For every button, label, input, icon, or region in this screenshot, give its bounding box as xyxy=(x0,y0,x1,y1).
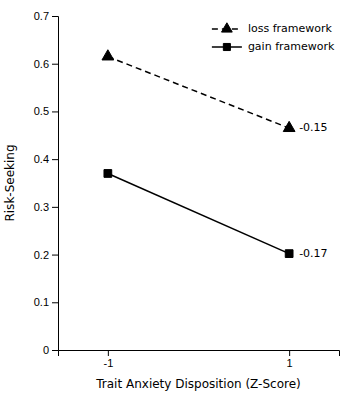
tick-mark xyxy=(52,255,58,256)
tick: 0.7 xyxy=(34,10,58,22)
axis-line xyxy=(59,351,340,357)
tick-label: 0.2 xyxy=(34,249,49,261)
axis-line xyxy=(52,17,59,351)
tick: 0.5 xyxy=(34,105,58,117)
y-axis-title: Risk-Seeking xyxy=(3,144,17,221)
line xyxy=(108,173,289,253)
annotation: -0.17 xyxy=(299,247,327,260)
tick-label: -1 xyxy=(103,357,113,369)
tick-mark xyxy=(52,16,58,17)
tick: 0.1 xyxy=(34,296,58,308)
tick: -1 xyxy=(103,350,113,369)
tick-label: 0.1 xyxy=(34,296,49,308)
marker xyxy=(104,170,112,178)
tick-label: 0.6 xyxy=(34,58,49,70)
x-axis: -1 1 xyxy=(59,350,340,369)
tick: 0.2 xyxy=(34,249,58,261)
annotation: -0.15 xyxy=(299,121,327,134)
tick: 0.3 xyxy=(34,201,58,213)
y-axis: 0 0.1 0.2 0.3 0.4 0.5 0.6 0.7 xyxy=(34,10,59,356)
tick-label: 1 xyxy=(287,357,293,369)
tick-mark xyxy=(52,159,58,160)
tick-label: 0.3 xyxy=(34,201,49,213)
tick-label: 0.5 xyxy=(34,105,49,117)
legend-item: gain framework xyxy=(212,40,335,53)
plot: -1 1 0 0.1 0.2 0.3 0.4 0.5 0.6 0.7 Trait Anxiety D… xyxy=(3,10,340,391)
marks xyxy=(102,50,295,258)
tick-mark xyxy=(52,302,58,303)
tick-mark xyxy=(289,350,290,356)
legend-label: loss framework xyxy=(248,22,333,35)
legend-label: gain framework xyxy=(248,40,335,53)
marker xyxy=(102,50,114,60)
tick-label: 0.7 xyxy=(34,10,49,22)
tick-mark xyxy=(52,350,58,351)
legend-marker xyxy=(223,43,230,50)
marker xyxy=(283,121,295,131)
marker xyxy=(285,250,293,258)
legend: loss framework gain framework xyxy=(212,22,335,53)
tick-mark xyxy=(52,64,58,65)
line xyxy=(108,57,289,129)
tick-mark xyxy=(108,350,109,356)
tick-mark xyxy=(52,111,58,112)
tick: 1 xyxy=(287,350,293,369)
tick: 0 xyxy=(43,344,58,356)
legend-marker xyxy=(222,23,233,32)
tick-label: 0 xyxy=(43,344,49,356)
tick: 0.6 xyxy=(34,58,58,70)
tick: 0.4 xyxy=(34,153,58,165)
tick-mark xyxy=(52,207,58,208)
legend-item: loss framework xyxy=(212,22,333,35)
chart: -1 1 0 0.1 0.2 0.3 0.4 0.5 0.6 0.7 Trait Anxiety D… xyxy=(0,0,355,400)
tick-label: 0.4 xyxy=(34,153,49,165)
x-axis-title: Trait Anxiety Disposition (Z-Score) xyxy=(95,377,300,391)
